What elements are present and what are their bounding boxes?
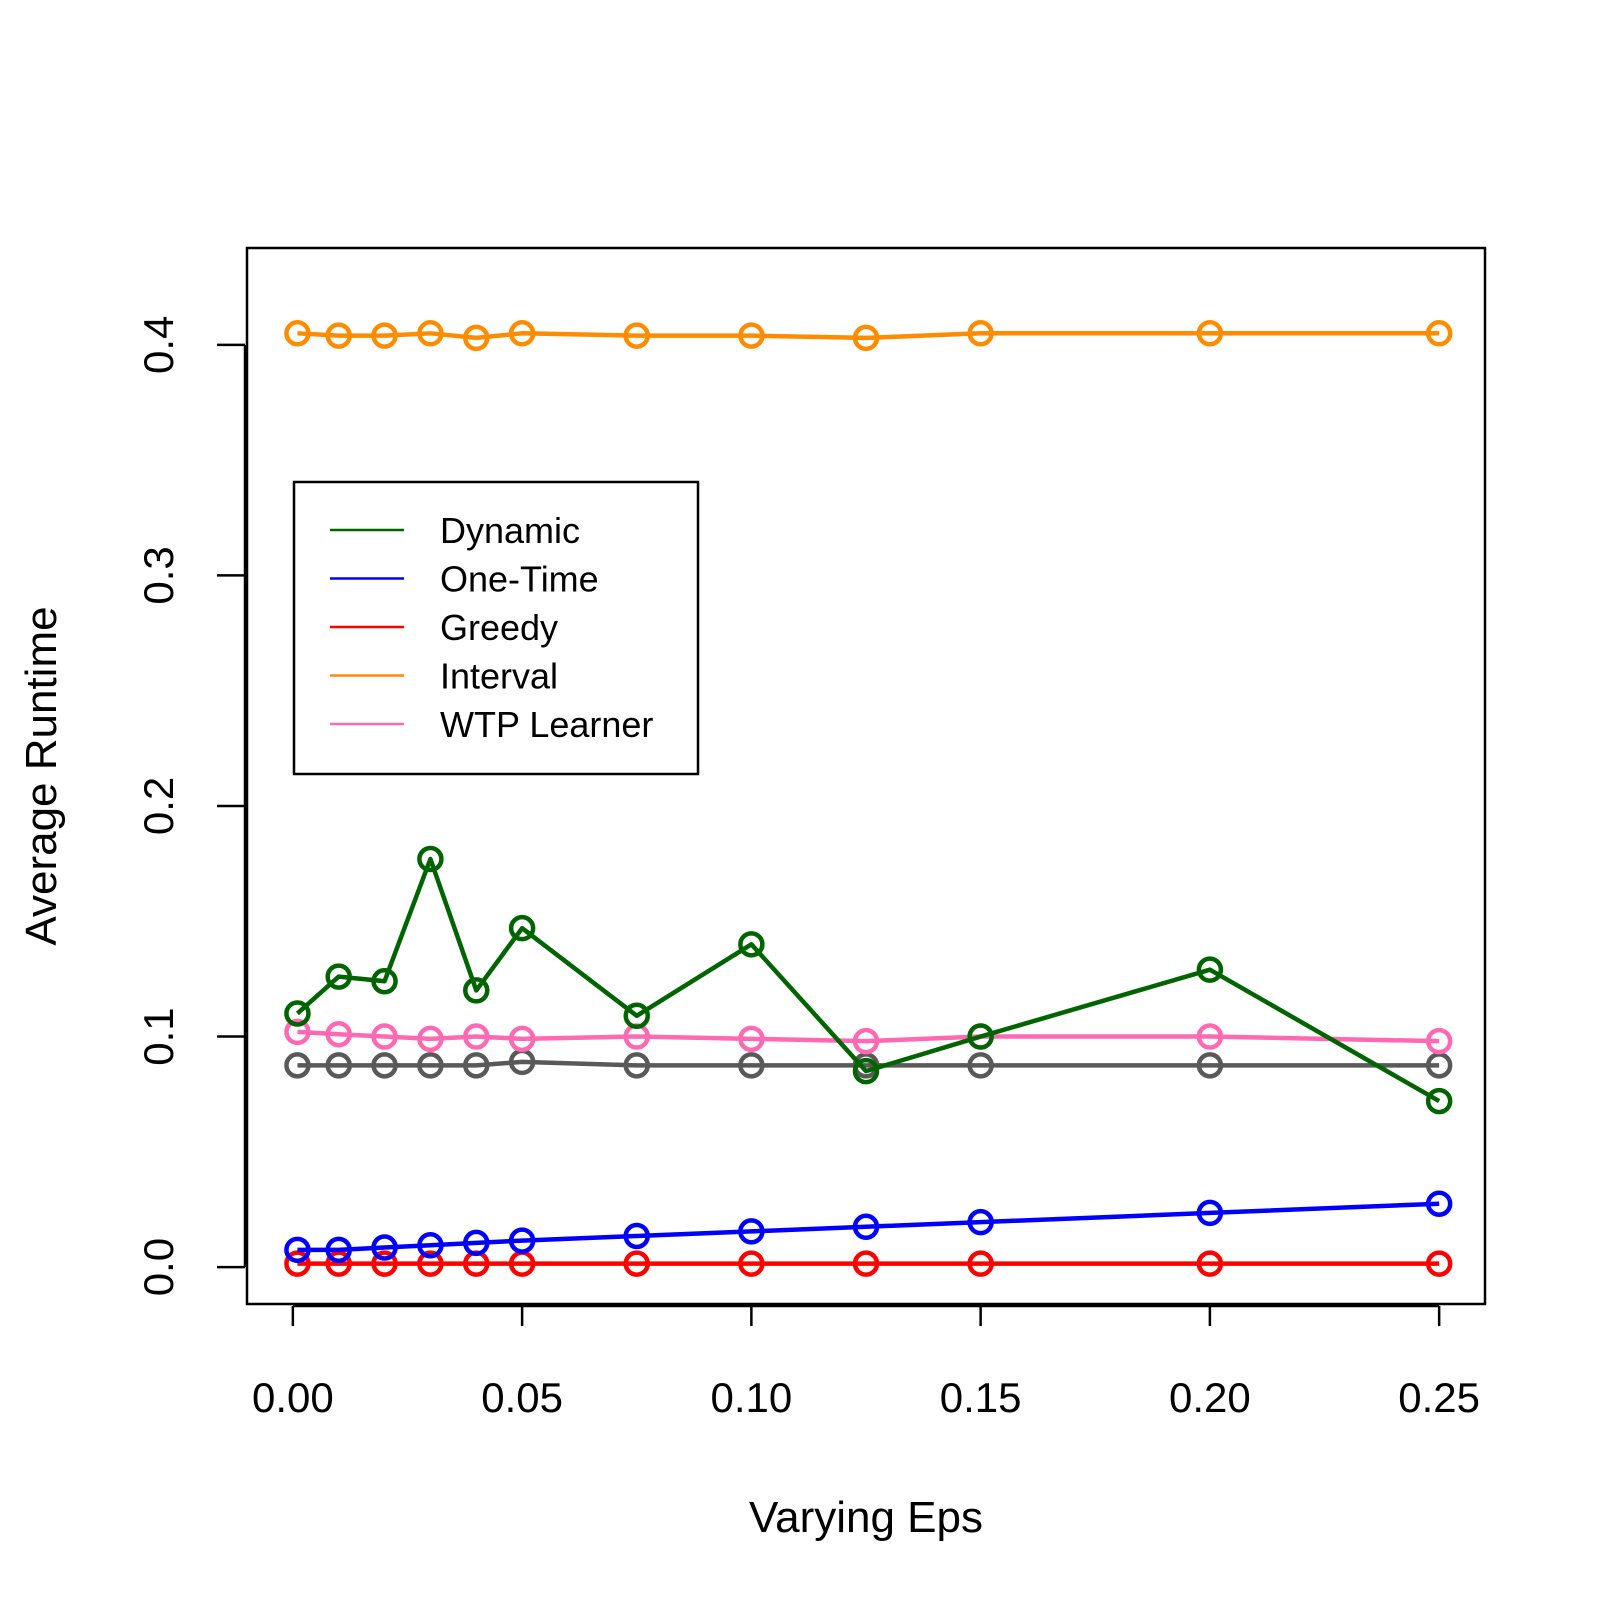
series-interval (284, 320, 1453, 352)
y-axis-title: Average Runtime (17, 606, 66, 945)
data-point-interval (738, 322, 765, 349)
y-tick-label: 0.1 (135, 1007, 182, 1065)
data-point-dynamic (325, 963, 352, 990)
data-point-interval (1425, 320, 1453, 347)
data-point-dynamic (738, 931, 765, 958)
data-point-unlabeled-gray (623, 1052, 650, 1079)
data-point-unlabeled-gray (1196, 1052, 1224, 1079)
y-tick-label: 0.0 (135, 1238, 182, 1296)
data-point-greedy (371, 1250, 398, 1277)
data-point-dynamic (1425, 1087, 1453, 1115)
data-point-dynamic (371, 967, 398, 995)
y-axis: 0.0 0.1 0.2 0.3 0.4 (135, 316, 247, 1296)
data-point-greedy (1425, 1250, 1453, 1277)
data-point-one-time (623, 1222, 650, 1250)
data-point-one-time (738, 1218, 765, 1245)
legend-label-dynamic: Dynamic (440, 510, 580, 551)
series-greedy (284, 1250, 1453, 1277)
data-point-unlabeled-gray (417, 1052, 444, 1079)
x-tick-label: 0.00 (252, 1374, 334, 1421)
data-point-dynamic (852, 1057, 880, 1085)
x-tick-label: 0.25 (1398, 1374, 1480, 1421)
data-point-dynamic (508, 914, 536, 942)
series-layer (284, 320, 1453, 1277)
y-tick-label: 0.2 (135, 777, 182, 835)
data-point-unlabeled-gray (967, 1052, 994, 1079)
legend-label-interval: Interval (440, 656, 558, 697)
data-point-interval (417, 320, 444, 347)
data-point-wtp-learner (508, 1025, 536, 1053)
series-line-wtp-learner (297, 1029, 1440, 1044)
data-point-greedy (325, 1250, 352, 1277)
data-point-wtp-learner (417, 1025, 444, 1053)
plot-frame (245, 246, 1487, 1306)
data-point-one-time (284, 1236, 311, 1264)
y-tick-label: 0.4 (135, 316, 182, 374)
legend: Dynamic One-Time Greedy Interval WTP Learner (292, 480, 700, 776)
data-point-unlabeled-gray (371, 1052, 398, 1079)
data-point-wtp-learner (852, 1027, 880, 1055)
data-point-interval (852, 324, 880, 352)
series-line-dynamic (295, 856, 1441, 1104)
data-point-unlabeled-gray (325, 1052, 352, 1079)
data-point-one-time (325, 1236, 352, 1264)
data-point-interval (371, 322, 398, 349)
series-dynamic (284, 845, 1453, 1115)
series-line-one-time (297, 1201, 1440, 1253)
data-point-greedy (284, 1250, 311, 1277)
data-point-dynamic (967, 1023, 994, 1050)
data-point-greedy (967, 1250, 994, 1277)
series-line-unlabeled-gray (297, 1059, 1440, 1068)
data-point-interval (508, 320, 536, 347)
data-point-unlabeled-gray (284, 1052, 311, 1079)
data-point-greedy (852, 1250, 880, 1277)
data-point-interval (623, 322, 650, 349)
data-point-one-time (1425, 1190, 1453, 1217)
data-point-one-time (967, 1208, 994, 1236)
data-point-one-time (1196, 1199, 1224, 1227)
data-point-interval (325, 322, 352, 349)
data-point-greedy (1196, 1250, 1224, 1277)
series-line-interval (297, 331, 1440, 341)
data-point-dynamic (623, 1002, 650, 1030)
data-point-dynamic (463, 977, 490, 1004)
data-point-interval (463, 324, 490, 352)
legend-label-greedy: Greedy (440, 607, 558, 648)
data-point-one-time (417, 1231, 444, 1259)
data-point-wtp-learner (1196, 1023, 1224, 1050)
data-point-interval (284, 320, 311, 347)
x-axis: 0.00 0.05 0.10 0.15 0.20 0.25 (252, 1304, 1480, 1421)
data-point-wtp-learner (738, 1025, 765, 1053)
legend-label-one-time: One-Time (440, 559, 599, 600)
data-point-unlabeled-gray (463, 1052, 490, 1079)
x-tick-label: 0.20 (1169, 1374, 1251, 1421)
series-one-time (284, 1190, 1453, 1264)
x-tick-label: 0.15 (940, 1374, 1022, 1421)
data-point-one-time (508, 1227, 536, 1254)
data-point-wtp-learner (463, 1023, 490, 1050)
data-point-interval (967, 320, 994, 347)
data-point-wtp-learner (1425, 1027, 1453, 1055)
data-point-wtp-learner (325, 1020, 352, 1048)
data-point-one-time (371, 1234, 398, 1261)
data-point-one-time (463, 1229, 490, 1257)
data-point-greedy (738, 1250, 765, 1277)
legend-label-wtp-learner: WTP Learner (440, 704, 653, 745)
data-point-interval (1196, 320, 1224, 347)
x-tick-label: 0.05 (481, 1374, 563, 1421)
data-point-one-time (852, 1213, 880, 1241)
data-point-dynamic (284, 1000, 311, 1027)
data-point-wtp-learner (284, 1018, 311, 1046)
data-point-greedy (417, 1250, 444, 1277)
y-tick-label: 0.3 (135, 546, 182, 604)
data-point-wtp-learner (371, 1023, 398, 1050)
data-point-greedy (623, 1250, 650, 1277)
data-point-dynamic (1196, 956, 1224, 983)
data-point-unlabeled-gray (738, 1052, 765, 1079)
x-tick-label: 0.10 (710, 1374, 792, 1421)
x-axis-title: Varying Eps (749, 1493, 983, 1542)
data-point-dynamic (417, 845, 444, 873)
